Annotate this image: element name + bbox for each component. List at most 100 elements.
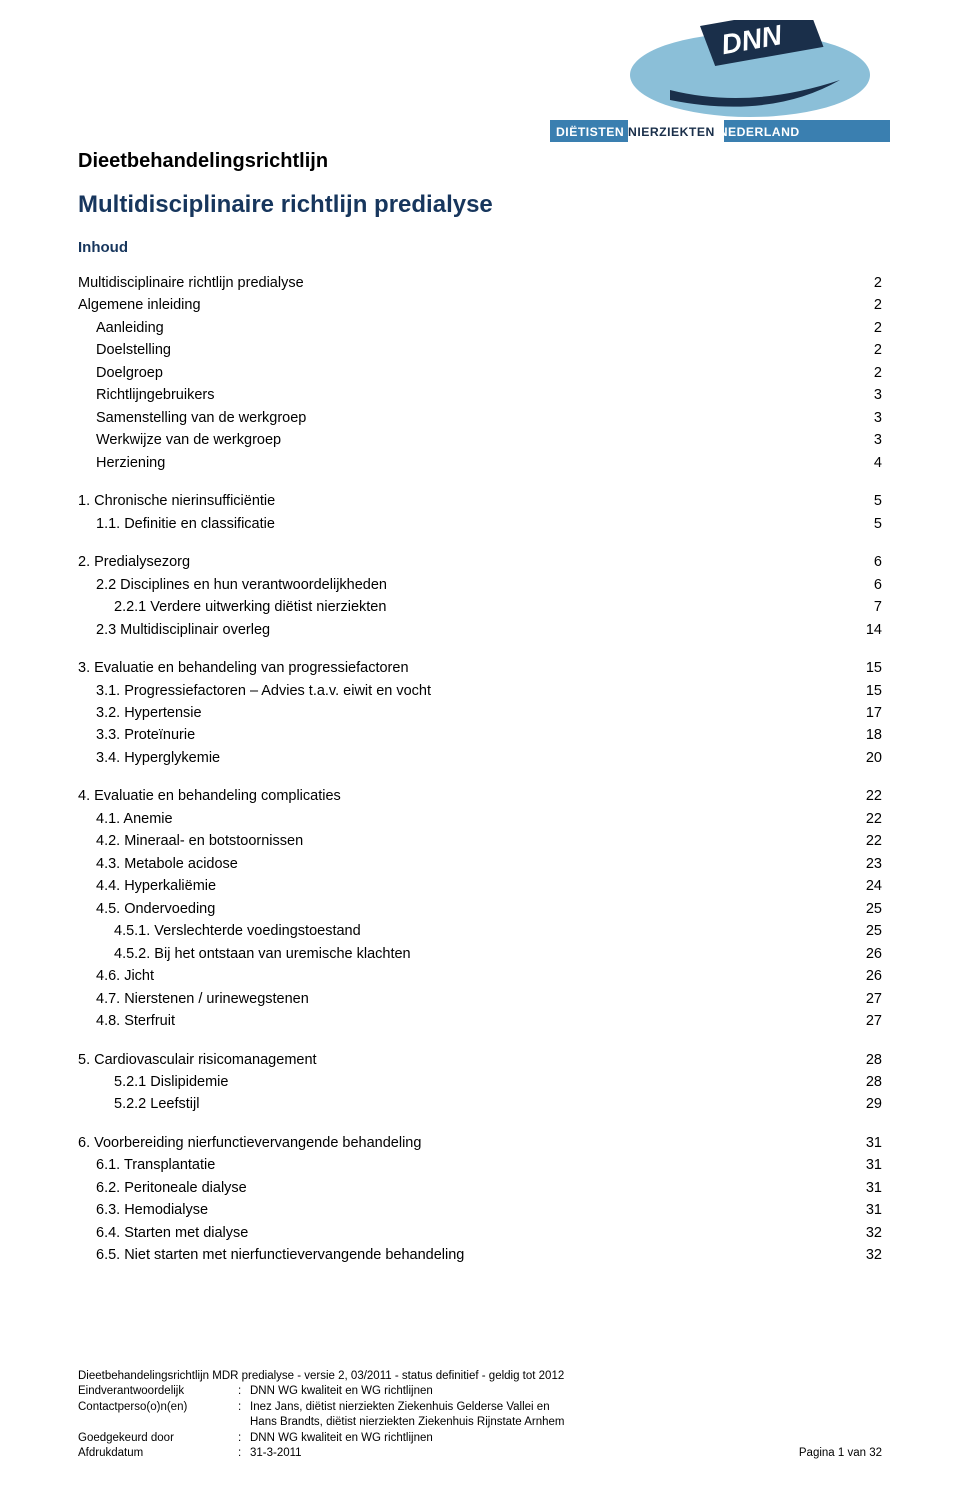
toc-page: 2: [854, 317, 882, 339]
toc-page: 22: [854, 785, 882, 807]
toc-label: 4.1. Anemie: [78, 808, 854, 830]
toc-label: 4.8. Sterfruit: [78, 1010, 854, 1032]
toc-block: 4. Evaluatie en behandeling complicaties…: [78, 785, 882, 1032]
toc-page: 17: [854, 702, 882, 724]
toc-label: 4.2. Mineraal- en botstoornissen: [78, 830, 854, 852]
footer-rows: Eindverantwoordelijk:DNN WG kwaliteit en…: [78, 1384, 882, 1446]
toc-page: 3: [854, 407, 882, 429]
toc-label: 5.2.1 Dislipidemie: [78, 1071, 854, 1093]
toc-row: 2.2 Disciplines en hun verantwoordelijkh…: [78, 574, 882, 596]
toc-page: 27: [854, 1010, 882, 1032]
logo-svg: DNN DIËTISTEN NIERZIEKTEN NEDERLAND: [550, 20, 890, 150]
toc-heading: Inhoud: [78, 239, 882, 256]
toc-label: Doelgroep: [78, 362, 854, 384]
toc-row: 5.2.2 Leefstijl29: [78, 1093, 882, 1115]
footer-row: Contactperso(o)n(en):Inez Jans, diëtist …: [78, 1400, 882, 1416]
footer-sep: :: [238, 1431, 250, 1447]
toc-row: 4.5. Ondervoeding25: [78, 898, 882, 920]
toc-page: 5: [854, 513, 882, 535]
toc-row: Richtlijngebruikers3: [78, 384, 882, 406]
toc-label: 4.3. Metabole acidose: [78, 853, 854, 875]
toc-row: 4.4. Hyperkaliëmie24: [78, 875, 882, 897]
toc-label: 6.1. Transplantatie: [78, 1154, 854, 1176]
toc-page: 24: [854, 875, 882, 897]
toc-label: Samenstelling van de werkgroep: [78, 407, 854, 429]
footer-page-info: Pagina 1 van 32: [799, 1446, 882, 1462]
toc-page: 22: [854, 808, 882, 830]
footer-sep: :: [238, 1400, 250, 1416]
footer-val: Inez Jans, diëtist nierziekten Ziekenhui…: [250, 1400, 882, 1416]
toc-page: 3: [854, 429, 882, 451]
toc-label: Richtlijngebruikers: [78, 384, 854, 406]
logo: DNN DIËTISTEN NIERZIEKTEN NEDERLAND: [550, 20, 890, 150]
toc-label: 2.2.1 Verdere uitwerking diëtist nierzie…: [78, 596, 854, 618]
logo-banner: DIËTISTEN NIERZIEKTEN NEDERLAND: [550, 120, 890, 142]
toc-page: 32: [854, 1244, 882, 1266]
toc-label: 6. Voorbereiding nierfunctievervangende …: [78, 1132, 854, 1154]
toc-page: 31: [854, 1199, 882, 1221]
toc-row: 4.1. Anemie22: [78, 808, 882, 830]
toc-label: 3.1. Progressiefactoren – Advies t.a.v. …: [78, 680, 854, 702]
toc-row: 6.4. Starten met dialyse32: [78, 1222, 882, 1244]
toc-page: 15: [854, 657, 882, 679]
toc-row: 4.7. Nierstenen / urinewegstenen27: [78, 988, 882, 1010]
toc-page: 2: [854, 339, 882, 361]
toc-page: 26: [854, 965, 882, 987]
toc-label: 6.5. Niet starten met nierfunctievervang…: [78, 1244, 854, 1266]
logo-banner-text: DIËTISTEN NIERZIEKTEN NEDERLAND: [556, 124, 800, 139]
toc-label: 6.2. Peritoneale dialyse: [78, 1177, 854, 1199]
toc-page: 29: [854, 1093, 882, 1115]
footer-key: Eindverantwoordelijk: [78, 1384, 238, 1400]
toc-row: 2.2.1 Verdere uitwerking diëtist nierzie…: [78, 596, 882, 618]
toc-page: 20: [854, 747, 882, 769]
toc-label: 4. Evaluatie en behandeling complicaties: [78, 785, 854, 807]
toc-label: 6.3. Hemodialyse: [78, 1199, 854, 1221]
toc-row: Algemene inleiding2: [78, 294, 882, 316]
toc-page: 6: [854, 574, 882, 596]
toc-page: 32: [854, 1222, 882, 1244]
toc-label: Herziening: [78, 452, 854, 474]
footer-date-val: 31-3-2011: [250, 1446, 799, 1462]
footer-row: Goedgekeurd door:DNN WG kwaliteit en WG …: [78, 1431, 882, 1447]
toc-page: 15: [854, 680, 882, 702]
doc-heading-2: Multidisciplinaire richtlijn predialyse: [78, 191, 882, 219]
toc-row: 3.1. Progressiefactoren – Advies t.a.v. …: [78, 680, 882, 702]
toc-label: 2.2 Disciplines en hun verantwoordelijkh…: [78, 574, 854, 596]
toc-label: 2. Predialysezorg: [78, 551, 854, 573]
toc-block: 5. Cardiovasculair risicomanagement285.2…: [78, 1049, 882, 1116]
toc-row: Aanleiding2: [78, 317, 882, 339]
footer-key: Contactperso(o)n(en): [78, 1400, 238, 1416]
toc-row: 5.2.1 Dislipidemie28: [78, 1071, 882, 1093]
toc-label: 2.3 Multidisciplinair overleg: [78, 619, 854, 641]
toc-label: Aanleiding: [78, 317, 854, 339]
toc-row: 6. Voorbereiding nierfunctievervangende …: [78, 1132, 882, 1154]
toc-row: 3. Evaluatie en behandeling van progress…: [78, 657, 882, 679]
toc-page: 28: [854, 1049, 882, 1071]
toc-block: 2. Predialysezorg62.2 Disciplines en hun…: [78, 551, 882, 641]
toc-label: 4.5. Ondervoeding: [78, 898, 854, 920]
toc-row: 5. Cardiovasculair risicomanagement28: [78, 1049, 882, 1071]
toc-row: Herziening4: [78, 452, 882, 474]
toc-label: 4.6. Jicht: [78, 965, 854, 987]
toc-row: 4.5.2. Bij het ontstaan van uremische kl…: [78, 943, 882, 965]
toc-row: Doelstelling2: [78, 339, 882, 361]
toc-row: 3.2. Hypertensie17: [78, 702, 882, 724]
toc-page: 2: [854, 272, 882, 294]
toc-row: 3.4. Hyperglykemie20: [78, 747, 882, 769]
toc-page: 7: [854, 596, 882, 618]
footer-row: Eindverantwoordelijk:DNN WG kwaliteit en…: [78, 1384, 882, 1400]
toc-row: 6.5. Niet starten met nierfunctievervang…: [78, 1244, 882, 1266]
toc-label: Multidisciplinaire richtlijn predialyse: [78, 272, 854, 294]
toc-page: 6: [854, 551, 882, 573]
toc-row: 1.1. Definitie en classificatie5: [78, 513, 882, 535]
footer-sep: [238, 1415, 250, 1431]
toc-label: Algemene inleiding: [78, 294, 854, 316]
toc-label: 3. Evaluatie en behandeling van progress…: [78, 657, 854, 679]
toc-row: 4.2. Mineraal- en botstoornissen22: [78, 830, 882, 852]
toc-row: 2. Predialysezorg6: [78, 551, 882, 573]
toc-page: 3: [854, 384, 882, 406]
footer-bottom: Afdrukdatum : 31-3-2011 Pagina 1 van 32: [78, 1446, 882, 1462]
toc-page: 14: [854, 619, 882, 641]
toc-label: 1. Chronische nierinsufficiëntie: [78, 490, 854, 512]
toc-block: 6. Voorbereiding nierfunctievervangende …: [78, 1132, 882, 1267]
